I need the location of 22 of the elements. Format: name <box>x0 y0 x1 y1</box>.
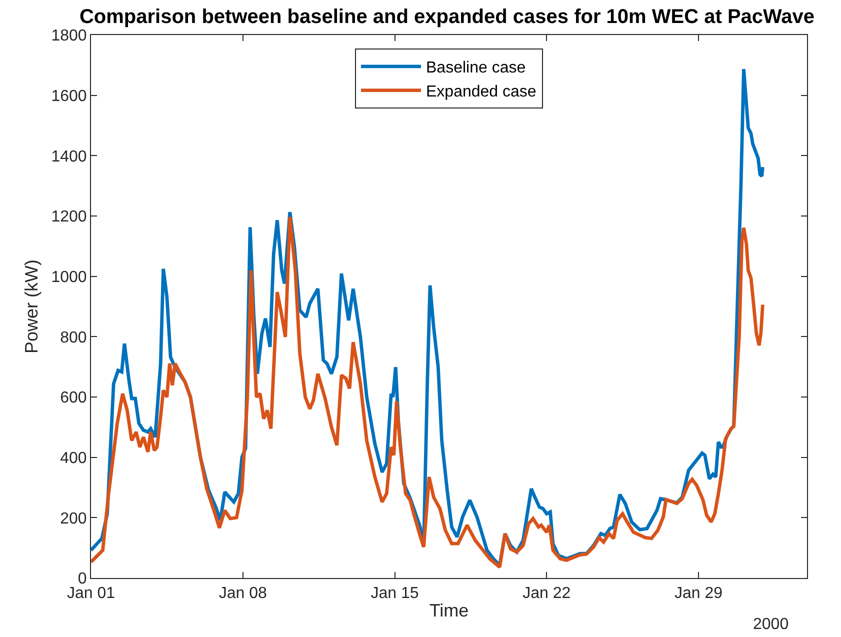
legend-label: Expanded case <box>426 84 536 101</box>
text: 2000 <box>753 616 789 633</box>
y-tick-label: 1200 <box>51 208 87 226</box>
y-axis-title: Power (kW) <box>21 260 42 354</box>
chart-title: Comparison between baseline and expanded cases for 10m WEC at PacWave <box>79 6 815 28</box>
y-tick-label: 0 <box>78 570 87 588</box>
y-tick-label: 200 <box>60 510 87 528</box>
x-tick-label: Jan 08 <box>218 585 267 602</box>
legend-label: Baseline case <box>426 60 526 77</box>
y-tick-label: 1600 <box>51 88 87 105</box>
x-tick-label: Jan 01 <box>66 585 116 602</box>
y-tick-label: 1800 <box>51 28 87 45</box>
x-tick-label: Jan 15 <box>370 585 419 602</box>
y-tick-label: 600 <box>60 390 87 407</box>
y-tick-label: 1400 <box>51 148 87 166</box>
y-tick-label: 800 <box>60 329 87 346</box>
x-axis-title: Time <box>429 600 469 620</box>
x-tick-label: Jan 29 <box>674 585 723 602</box>
y-tick-label: 400 <box>60 450 87 467</box>
line-series <box>91 215 764 569</box>
y-tick-label: 1000 <box>51 268 87 286</box>
x-tick-label: Jan 22 <box>522 585 571 602</box>
